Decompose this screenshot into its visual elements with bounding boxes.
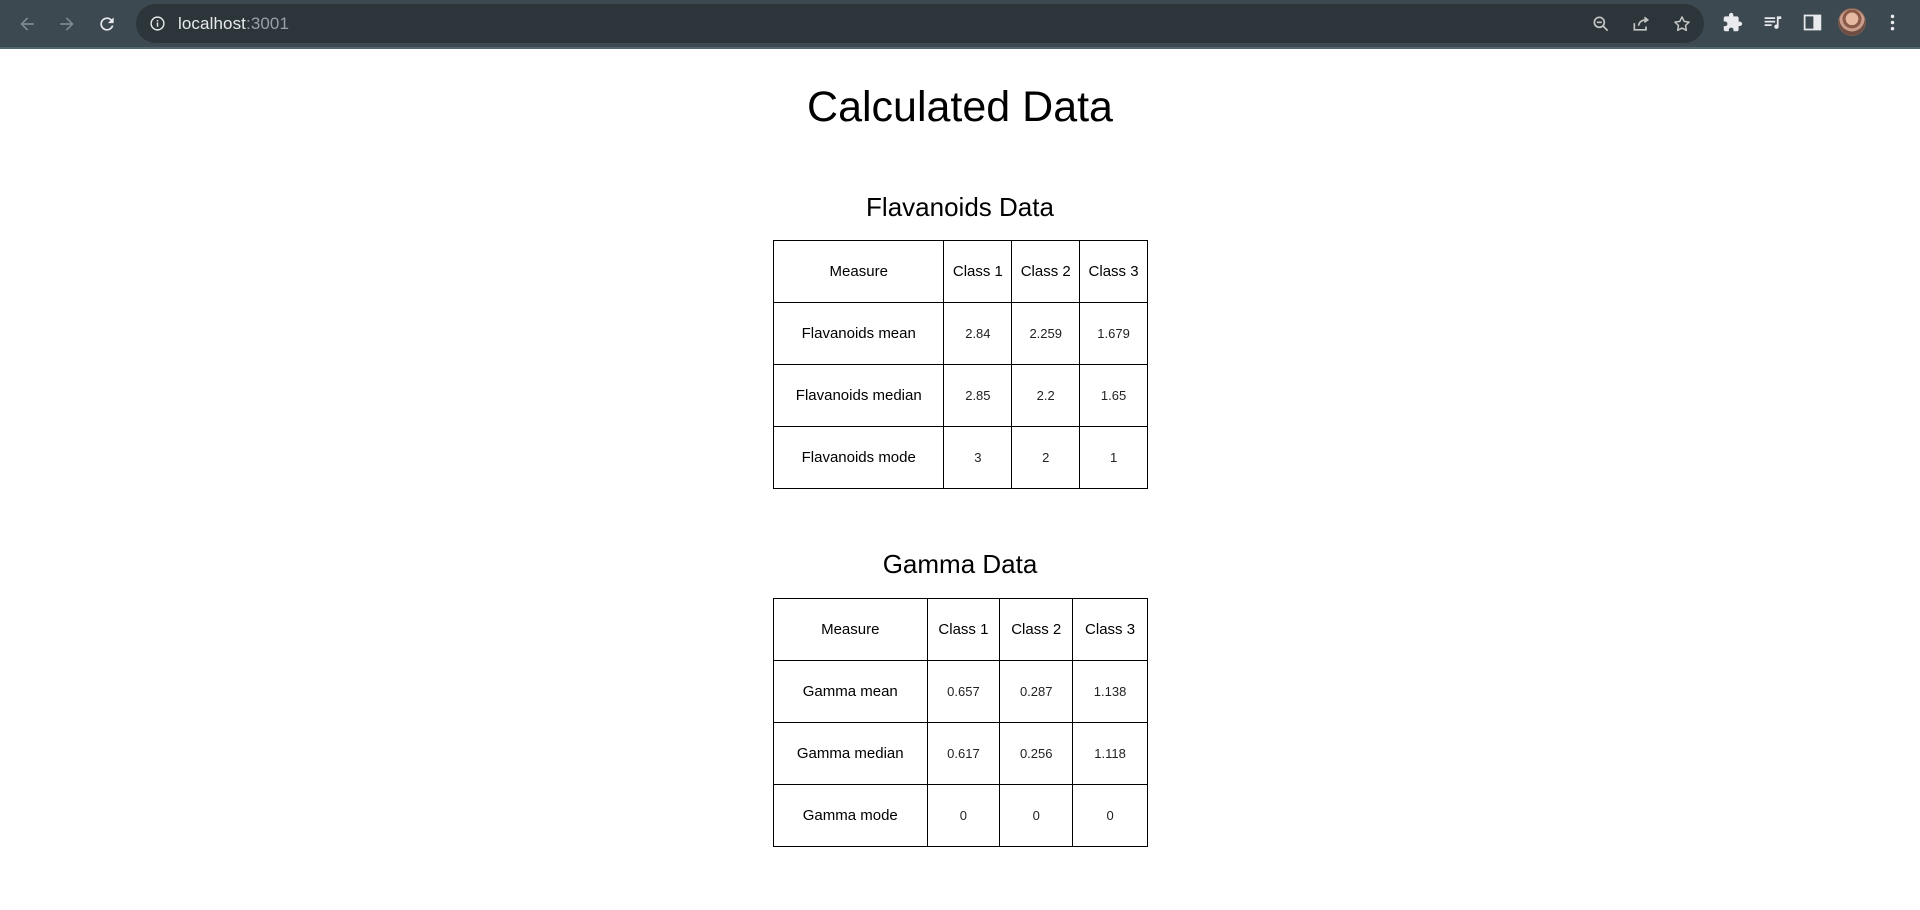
url-port: :3001 — [246, 14, 290, 33]
page-content: Calculated Data Flavanoids Data Measure … — [0, 49, 1920, 910]
site-info-icon[interactable] — [148, 14, 167, 33]
table-cell: 0.657 — [926, 660, 1001, 723]
table-row: Gamma mode 0 0 0 — [773, 784, 1148, 847]
table-row: Flavanoids mode 3 2 1 — [772, 426, 1148, 489]
column-header-class-1: Class 1 — [926, 598, 1001, 661]
browser-toolbar: localhost:3001 — [0, 0, 1920, 49]
table-cell: 3 — [943, 426, 1013, 489]
arrow-left-icon — [20, 17, 34, 31]
table-cell: 1 — [1079, 426, 1148, 489]
column-header-measure: Measure — [772, 240, 945, 303]
gamma-section-title: Gamma Data — [882, 549, 1038, 579]
table-cell: 1.118 — [1072, 722, 1148, 785]
column-header-class-1: Class 1 — [943, 240, 1013, 303]
table-header-row: Measure Class 1 Class 2 Class 3 — [773, 598, 1148, 661]
address-bar[interactable]: localhost:3001 — [136, 4, 1704, 43]
bookmark-star-icon[interactable] — [1671, 13, 1693, 35]
table-row: Gamma median 0.617 0.256 1.118 — [773, 722, 1148, 785]
side-panel-icon[interactable] — [1800, 10, 1824, 34]
table-cell: 0 — [1072, 784, 1148, 847]
column-header-class-3: Class 3 — [1072, 598, 1148, 661]
table-cell: 1.679 — [1079, 302, 1148, 365]
table-cell: 0 — [926, 784, 1001, 847]
table-row: Flavanoids median 2.85 2.2 1.65 — [772, 364, 1148, 427]
column-header-class-2: Class 2 — [999, 598, 1074, 661]
share-icon[interactable] — [1630, 13, 1652, 35]
extensions-icon[interactable] — [1720, 10, 1744, 34]
table-cell: 2 — [1011, 426, 1081, 489]
table-header-row: Measure Class 1 Class 2 Class 3 — [772, 240, 1148, 303]
table-cell: 0 — [999, 784, 1074, 847]
more-menu-icon[interactable] — [1880, 10, 1904, 34]
row-label: Gamma mean — [773, 660, 928, 723]
column-header-measure: Measure — [773, 598, 928, 661]
page-title: Calculated Data — [807, 83, 1113, 131]
media-queue-icon[interactable] — [1760, 10, 1784, 34]
reload-icon — [100, 17, 114, 31]
gamma-table: Measure Class 1 Class 2 Class 3 Gamma me… — [773, 598, 1148, 847]
table-cell: 2.85 — [943, 364, 1013, 427]
back-button[interactable] — [12, 9, 42, 39]
profile-avatar[interactable] — [1838, 8, 1866, 36]
row-label: Gamma median — [773, 722, 928, 785]
table-cell: 2.259 — [1011, 302, 1081, 365]
reload-button[interactable] — [92, 9, 122, 39]
row-label: Flavanoids median — [772, 364, 945, 427]
row-label: Gamma mode — [773, 784, 928, 847]
table-cell: 2.84 — [943, 302, 1013, 365]
table-cell: 1.65 — [1079, 364, 1148, 427]
column-header-class-2: Class 2 — [1011, 240, 1081, 303]
url-text[interactable]: localhost:3001 — [178, 14, 289, 34]
table-cell: 0.256 — [999, 722, 1074, 785]
url-host: localhost — [178, 14, 246, 33]
table-cell: 1.138 — [1072, 660, 1148, 723]
table-cell: 0.287 — [999, 660, 1074, 723]
row-label: Flavanoids mode — [772, 426, 945, 489]
zoom-icon[interactable] — [1590, 13, 1612, 35]
flavanoids-table: Measure Class 1 Class 2 Class 3 Flavanoi… — [772, 240, 1148, 489]
flavanoids-section-title: Flavanoids Data — [866, 192, 1054, 222]
table-row: Gamma mean 0.657 0.287 1.138 — [773, 660, 1148, 723]
table-cell: 0.617 — [926, 722, 1001, 785]
table-cell: 2.2 — [1011, 364, 1081, 427]
table-row: Flavanoids mean 2.84 2.259 1.679 — [772, 302, 1148, 365]
row-label: Flavanoids mean — [772, 302, 945, 365]
column-header-class-3: Class 3 — [1079, 240, 1148, 303]
forward-button[interactable] — [52, 9, 82, 39]
arrow-right-icon — [60, 17, 74, 31]
